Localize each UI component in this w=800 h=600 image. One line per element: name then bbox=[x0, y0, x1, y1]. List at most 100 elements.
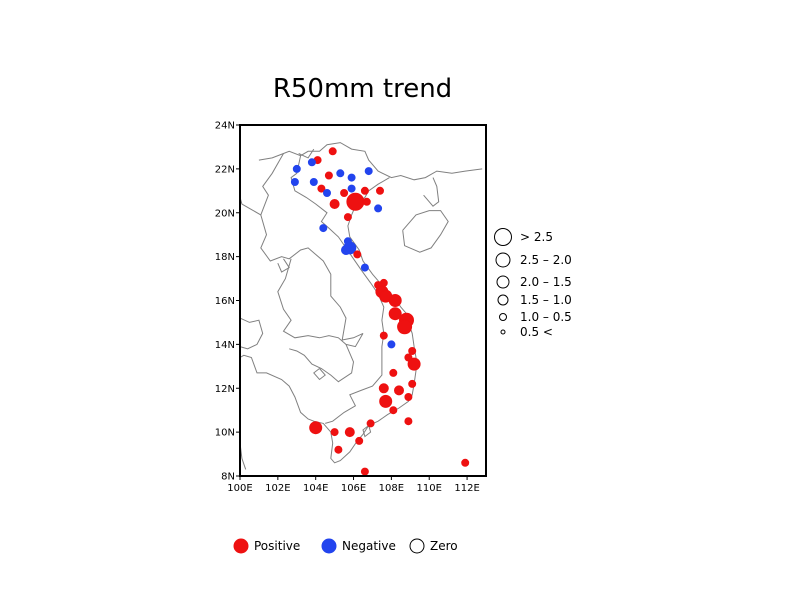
coastline bbox=[290, 155, 385, 424]
station-marker-positive bbox=[394, 385, 404, 396]
station-marker-positive bbox=[379, 394, 393, 408]
sign-legend: Positive Negative Zero bbox=[233, 538, 458, 554]
station-marker-negative bbox=[323, 189, 331, 197]
station-marker-positive bbox=[362, 197, 371, 206]
x-tick-label: 106E bbox=[341, 483, 366, 494]
station-marker-positive bbox=[378, 383, 389, 394]
coastline bbox=[239, 197, 262, 216]
x-tick-label: 110E bbox=[417, 483, 442, 494]
station-marker-positive bbox=[404, 393, 413, 401]
x-tick-label: 108E bbox=[379, 483, 404, 494]
station-marker-positive bbox=[346, 192, 365, 211]
station-markers bbox=[290, 147, 470, 476]
size-legend-symbol bbox=[499, 313, 507, 321]
station-marker-positive bbox=[360, 186, 369, 195]
station-marker-positive bbox=[343, 213, 352, 222]
x-tick-label: 100E bbox=[227, 483, 252, 494]
station-marker-positive bbox=[389, 368, 398, 377]
coastline bbox=[289, 344, 355, 383]
station-marker-negative bbox=[341, 245, 351, 255]
x-tick-label: 112E bbox=[454, 483, 479, 494]
station-marker-positive bbox=[328, 147, 337, 156]
coastline bbox=[258, 142, 483, 181]
station-marker-positive bbox=[397, 319, 413, 335]
station-marker-positive bbox=[330, 428, 339, 437]
station-marker-positive bbox=[388, 307, 402, 321]
station-marker-positive bbox=[366, 419, 375, 428]
station-marker-positive bbox=[407, 357, 421, 371]
station-marker-positive bbox=[309, 421, 323, 435]
x-axis: 100E 102E 104E 106E 108E 110E 112E bbox=[227, 476, 480, 494]
coastline bbox=[239, 177, 417, 464]
size-legend-label: 0.5 < bbox=[520, 325, 553, 339]
station-marker-positive bbox=[334, 445, 343, 454]
coastline bbox=[423, 177, 440, 207]
y-tick-label: 22N bbox=[215, 164, 235, 175]
station-marker-positive bbox=[355, 436, 364, 445]
station-marker-positive bbox=[388, 294, 402, 307]
coastline bbox=[313, 368, 326, 381]
coastline bbox=[277, 258, 290, 273]
station-marker-positive bbox=[324, 171, 333, 180]
y-tick-label: 18N bbox=[215, 252, 235, 263]
station-marker-positive bbox=[340, 189, 349, 197]
size-legend-symbol bbox=[500, 329, 506, 335]
station-marker-positive bbox=[317, 184, 326, 193]
y-axis: 8N 10N 12N 14N 16N 18N 20N 22N 24N bbox=[215, 121, 240, 483]
coastline bbox=[239, 317, 264, 350]
station-marker-positive bbox=[360, 467, 369, 476]
station-marker-positive bbox=[408, 347, 417, 355]
size-legend-symbol bbox=[494, 228, 512, 246]
station-marker-positive bbox=[329, 199, 340, 209]
station-marker-negative bbox=[347, 184, 356, 193]
size-legend-label: 2.0 – 1.5 bbox=[520, 275, 572, 289]
station-marker-negative bbox=[292, 164, 301, 173]
y-tick-label: 14N bbox=[215, 340, 235, 351]
size-legend-label: 2.5 – 2.0 bbox=[520, 253, 572, 267]
station-marker-positive bbox=[376, 186, 384, 195]
station-marker-negative bbox=[360, 263, 369, 272]
y-tick-label: 16N bbox=[215, 296, 235, 307]
x-tick-label: 102E bbox=[265, 483, 290, 494]
sign-legend-label: Positive bbox=[254, 539, 300, 553]
y-tick-label: 24N bbox=[215, 121, 235, 132]
size-legend-label: 1.5 – 1.0 bbox=[520, 293, 572, 307]
map-frame bbox=[239, 124, 487, 477]
y-tick-label: 12N bbox=[215, 384, 235, 395]
size-legend-label: > 2.5 bbox=[520, 230, 553, 244]
size-legend-symbol bbox=[495, 252, 511, 268]
y-tick-label: 8N bbox=[221, 472, 235, 483]
size-legend-symbol bbox=[496, 275, 510, 289]
station-marker-positive bbox=[461, 458, 470, 467]
sign-legend-symbol bbox=[321, 538, 337, 554]
station-marker-negative bbox=[374, 204, 383, 213]
station-marker-negative bbox=[309, 178, 318, 186]
y-tick-label: 10N bbox=[215, 428, 235, 439]
station-marker-negative bbox=[387, 340, 396, 349]
station-marker-negative bbox=[319, 224, 328, 233]
station-marker-positive bbox=[404, 417, 413, 426]
coastline bbox=[362, 425, 372, 438]
map-title: R50mm trend bbox=[272, 74, 453, 104]
station-marker-negative bbox=[307, 158, 316, 167]
coastline bbox=[298, 148, 315, 159]
sign-legend-label: Zero bbox=[430, 539, 458, 553]
sign-legend-symbol bbox=[409, 538, 425, 554]
station-marker-positive bbox=[408, 379, 417, 388]
y-tick-label: 20N bbox=[215, 208, 235, 219]
size-legend-label: 1.0 – 0.5 bbox=[520, 310, 572, 324]
coastline bbox=[277, 258, 364, 348]
station-marker-positive bbox=[353, 250, 362, 259]
sign-legend-label: Negative bbox=[342, 539, 396, 553]
x-tick-label: 104E bbox=[303, 483, 328, 494]
station-marker-negative bbox=[364, 167, 373, 176]
coastline bbox=[402, 210, 449, 253]
size-legend: > 2.5 2.5 – 2.0 2.0 – 1.5 1.5 – 1.0 1.0 – 0.… bbox=[494, 228, 572, 339]
station-marker-positive bbox=[344, 427, 355, 438]
sign-legend-symbol bbox=[233, 538, 249, 554]
station-marker-positive bbox=[379, 331, 388, 340]
size-legend-symbol bbox=[497, 294, 509, 306]
station-marker-negative bbox=[336, 169, 345, 178]
station-marker-positive bbox=[389, 406, 398, 415]
